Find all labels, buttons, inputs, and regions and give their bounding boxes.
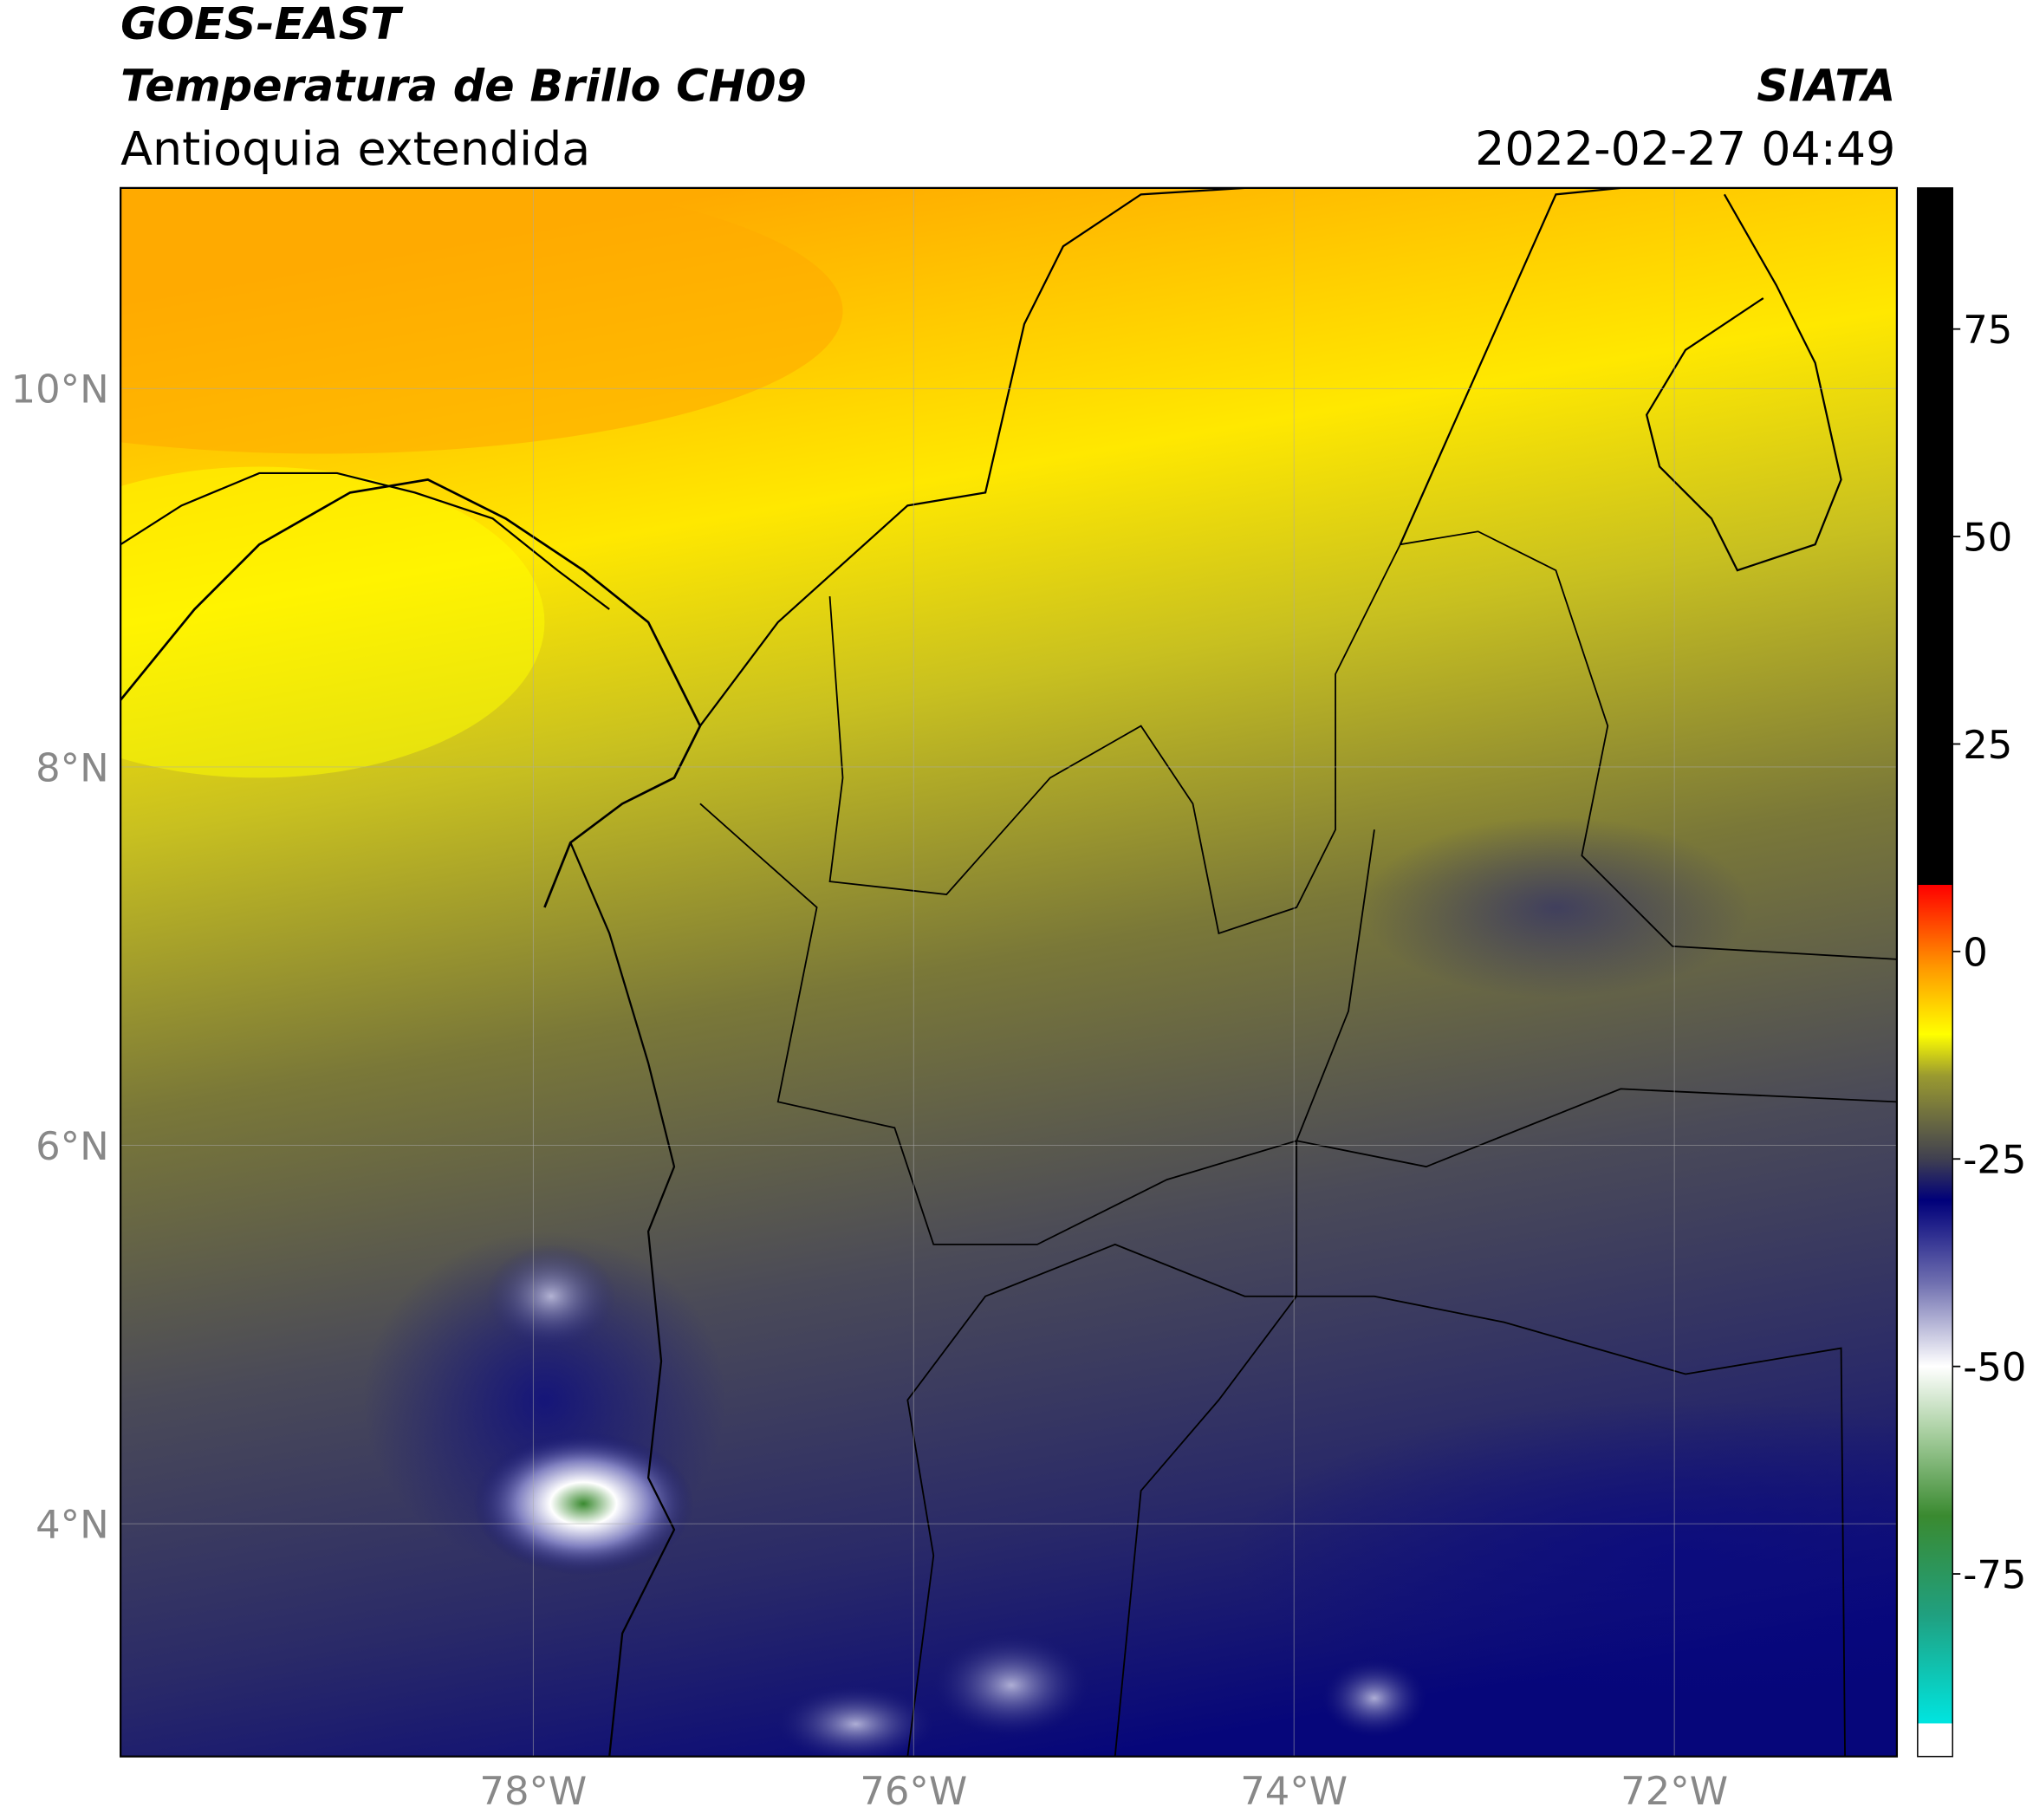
x-tick-label: 76°W <box>860 1768 967 1814</box>
source: SIATA <box>1757 61 1895 112</box>
map-frame <box>120 186 1899 1758</box>
colorbar-tick-label: -75 <box>1963 1552 2026 1598</box>
colorbar <box>1917 187 1953 1758</box>
colorbar-tick-label: 50 <box>1963 515 2012 561</box>
subtitle: Temperatura de Brillo CH09 <box>120 61 807 112</box>
x-tick-label: 78°W <box>479 1768 587 1814</box>
colorbar-tick-label: -50 <box>1963 1344 2026 1390</box>
region: Antioquia extendida <box>120 121 590 176</box>
map-image <box>120 187 1897 1757</box>
title: GOES-EAST <box>120 0 404 49</box>
y-tick-label: 8°N <box>36 744 109 790</box>
y-tick-label: 10°N <box>11 367 109 413</box>
colorbar-tick-label: 25 <box>1963 722 2012 768</box>
x-tick-label: 74°W <box>1240 1768 1348 1814</box>
x-tick-label: 72°W <box>1621 1768 1728 1814</box>
colorbar-tick-label: 0 <box>1963 929 1988 975</box>
y-tick-label: 4°N <box>36 1502 109 1548</box>
y-tick-label: 6°N <box>36 1123 109 1169</box>
datetime: 2022-02-27 04:49 <box>1475 121 1895 176</box>
colorbar-tick-label: -25 <box>1963 1137 2026 1183</box>
colorbar-tick-label: 75 <box>1963 307 2012 353</box>
